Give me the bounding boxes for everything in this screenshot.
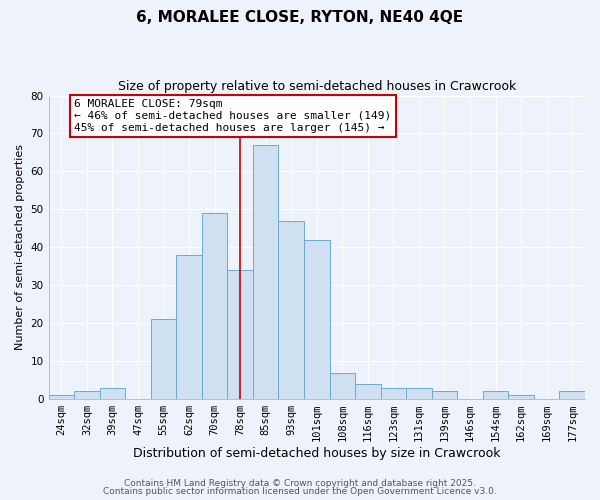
Bar	[432, 392, 457, 399]
Y-axis label: Number of semi-detached properties: Number of semi-detached properties	[15, 144, 25, 350]
Bar	[329, 372, 355, 399]
Bar	[151, 320, 176, 399]
Text: Contains HM Land Registry data © Crown copyright and database right 2025.: Contains HM Land Registry data © Crown c…	[124, 478, 476, 488]
Bar	[304, 240, 329, 399]
Bar	[202, 213, 227, 399]
Bar	[406, 388, 432, 399]
Bar	[380, 388, 406, 399]
Bar	[355, 384, 380, 399]
Bar	[176, 255, 202, 399]
Bar	[253, 145, 278, 399]
Bar	[49, 396, 74, 399]
Text: 6 MORALEE CLOSE: 79sqm
← 46% of semi-detached houses are smaller (149)
45% of se: 6 MORALEE CLOSE: 79sqm ← 46% of semi-det…	[74, 100, 391, 132]
Bar	[483, 392, 508, 399]
Title: Size of property relative to semi-detached houses in Crawcrook: Size of property relative to semi-detach…	[118, 80, 516, 93]
Bar	[508, 396, 534, 399]
X-axis label: Distribution of semi-detached houses by size in Crawcrook: Distribution of semi-detached houses by …	[133, 447, 500, 460]
Bar	[278, 221, 304, 399]
Bar	[100, 388, 125, 399]
Text: 6, MORALEE CLOSE, RYTON, NE40 4QE: 6, MORALEE CLOSE, RYTON, NE40 4QE	[136, 10, 464, 25]
Bar	[74, 392, 100, 399]
Bar	[227, 270, 253, 399]
Bar	[559, 392, 585, 399]
Text: Contains public sector information licensed under the Open Government Licence v3: Contains public sector information licen…	[103, 487, 497, 496]
